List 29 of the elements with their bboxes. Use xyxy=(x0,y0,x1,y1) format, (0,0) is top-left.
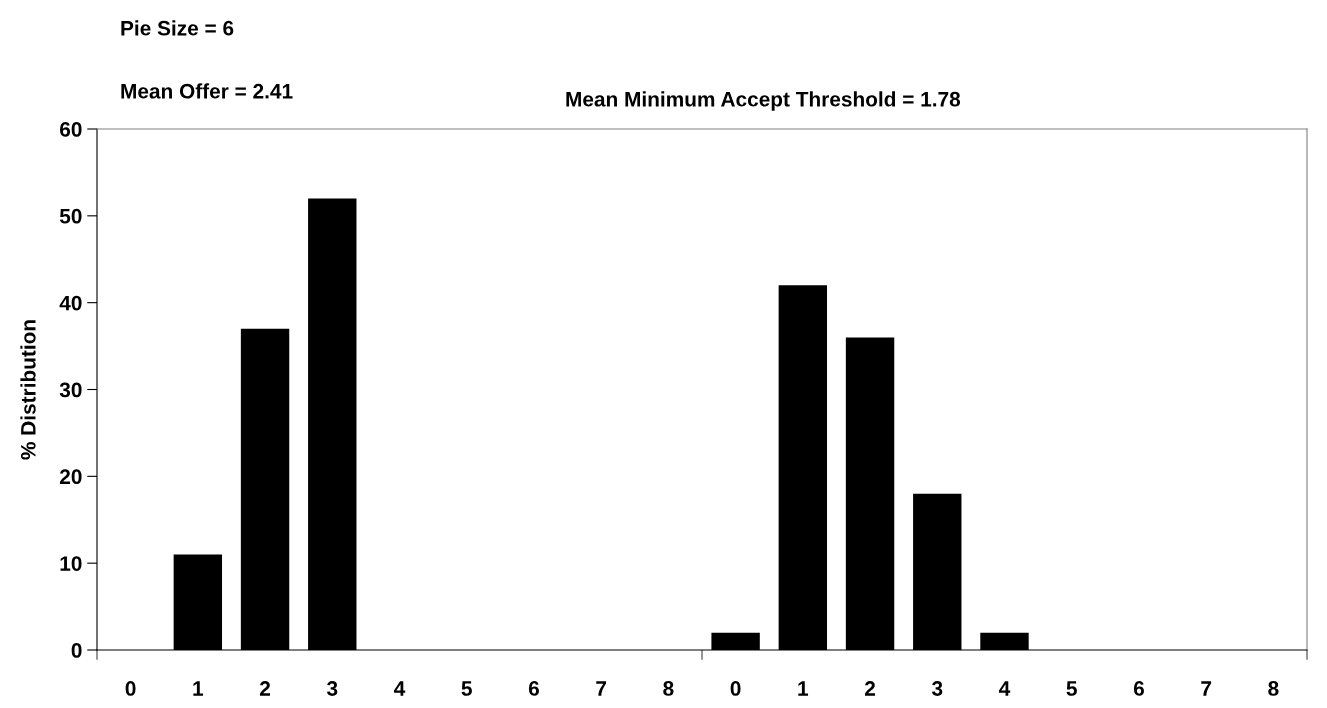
x-tick-label: 5 xyxy=(1066,681,1077,696)
x-tick-label: 1 xyxy=(798,681,809,696)
x-tick-label: 4 xyxy=(999,681,1011,696)
y-axis-title: % Distribution xyxy=(20,320,36,460)
text: Mean Offer = 2.41 xyxy=(121,83,293,99)
y-tick-label: 0 xyxy=(71,643,82,658)
y-tick-label: 60 xyxy=(60,122,82,137)
x-tick-label: 4 xyxy=(394,681,406,696)
text: Mean Minimum Accept Threshold = 1.78 xyxy=(566,91,961,111)
x-tick-label: 7 xyxy=(596,681,607,696)
x-tick-label: 0 xyxy=(125,681,136,696)
y-tick-label: 40 xyxy=(59,295,82,311)
x-tick-label: 8 xyxy=(663,681,674,696)
chart-title: Pie Size = 6 xyxy=(121,20,234,36)
x-tick-label: 1 xyxy=(193,681,204,696)
y-tick-label: 30 xyxy=(59,382,82,398)
y-tick-label: 10 xyxy=(60,556,82,571)
x-tick-label: 3 xyxy=(326,681,338,696)
x-tick-label: 2 xyxy=(259,681,271,696)
x-tick-label: 2 xyxy=(864,681,876,696)
y-tick-label: 50 xyxy=(59,208,82,224)
x-tick-label: 8 xyxy=(1268,681,1279,696)
x-tick-label: 6 xyxy=(1133,681,1144,696)
x-tick-label: 6 xyxy=(528,681,539,696)
x-tick-label: 7 xyxy=(1201,681,1212,696)
y-tick-label: 20 xyxy=(59,469,82,485)
x-tick-label: 0 xyxy=(730,681,741,696)
x-tick-label: 3 xyxy=(931,681,943,696)
x-tick-label: 5 xyxy=(461,681,472,696)
